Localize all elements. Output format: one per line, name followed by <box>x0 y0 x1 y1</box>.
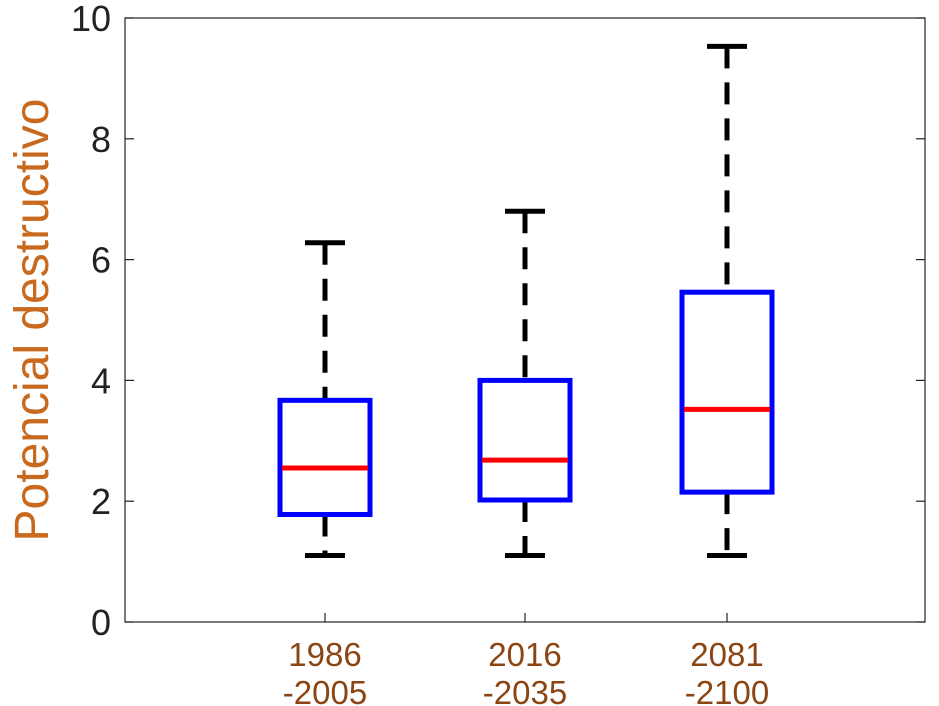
x-axis-ticks: 1986-2005 2016-2035 2081-2100 <box>283 613 769 706</box>
x-tick-label-line1: 2016 <box>488 636 561 673</box>
y-tick-label: 4 <box>91 360 111 401</box>
x-tick-label-line1: 1986 <box>288 636 361 673</box>
y-tick-label: 6 <box>91 240 111 281</box>
iqr-box <box>477 377 573 503</box>
y-axis-label: Potencial destructivo <box>6 99 59 542</box>
box-3 <box>679 43 775 559</box>
x-tick-label-line2: -2035 <box>483 674 567 706</box>
box-series <box>277 43 775 559</box>
y-tick-label: 2 <box>91 481 111 522</box>
box-1 <box>277 240 373 559</box>
y-tick-label: 0 <box>91 602 111 643</box>
x-tick-label-line2: -2100 <box>685 674 769 706</box>
y-tick-label: 8 <box>91 119 111 160</box>
y-tick-label: 10 <box>71 0 111 39</box>
x-tick-label-line1: 2081 <box>690 636 763 673</box>
x-tick-label-line2: -2005 <box>283 674 367 706</box>
y-axis-ticks: 0 2 4 6 8 10 <box>71 0 925 643</box>
iqr-box <box>277 397 373 517</box>
box-2 <box>477 208 573 559</box>
iqr-box <box>679 289 775 495</box>
